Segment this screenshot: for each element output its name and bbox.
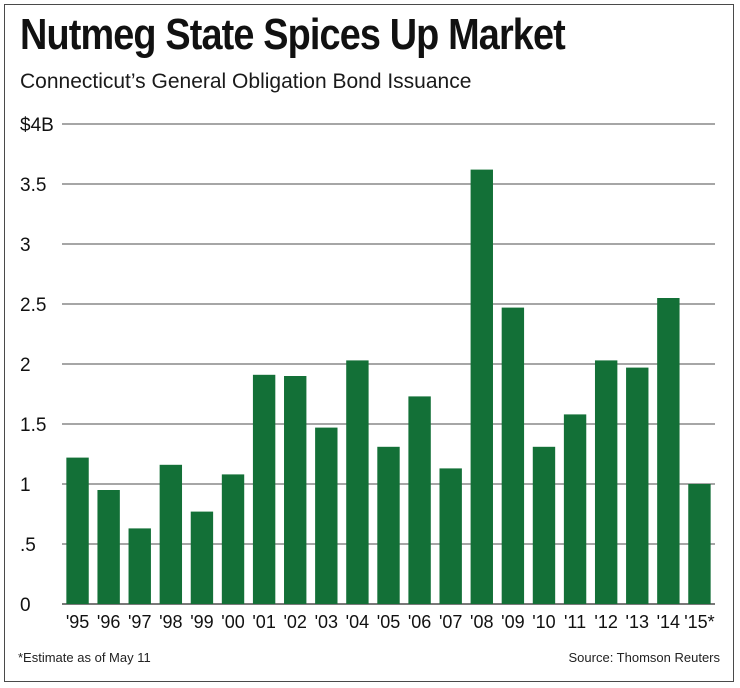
x-tick-label: '13 (626, 612, 649, 632)
y-tick-label: $4B (20, 115, 54, 136)
y-tick-label: 2.5 (20, 295, 46, 316)
y-tick-label: 1 (20, 475, 31, 496)
x-tick-label: '10 (532, 612, 555, 632)
x-tick-label: '09 (501, 612, 524, 632)
bar (190, 511, 214, 604)
x-tick-label: '03 (315, 612, 338, 632)
x-tick-label: '96 (97, 612, 120, 632)
x-tick-label: '08 (470, 612, 493, 632)
bar (408, 396, 431, 604)
footnote: *Estimate as of May 11 (18, 650, 151, 665)
bar (252, 374, 276, 604)
bar (128, 528, 151, 604)
bar (501, 307, 525, 604)
x-tick-label: '95 (66, 612, 89, 632)
x-tick-label: '15* (684, 612, 714, 632)
source-note: Source: Thomson Reuters (568, 650, 721, 665)
x-tick-label: '02 (283, 612, 306, 632)
chart-title: Nutmeg State Spices Up Market (20, 10, 566, 59)
bar (563, 414, 587, 604)
bar (97, 490, 120, 604)
y-axis-ticks: 0 .5 1 1.5 2 2.5 3 3.5 $4B (20, 115, 54, 616)
bar (657, 298, 680, 604)
bars (66, 169, 711, 604)
bar (626, 367, 649, 604)
x-tick-label: '04 (346, 612, 369, 632)
y-tick-label: 0 (20, 595, 31, 616)
x-tick-label: '97 (128, 612, 151, 632)
bar (346, 360, 369, 604)
bar (470, 169, 493, 604)
x-tick-label: '99 (190, 612, 213, 632)
bar (159, 464, 183, 604)
bar (377, 446, 400, 604)
x-tick-label: '14 (657, 612, 680, 632)
y-tick-label: 2 (20, 355, 31, 376)
y-tick-label: 3 (20, 235, 31, 256)
x-axis-ticks: '95 '96 '97 '98 '99 '00 '01 '02 '03 '04 '05 '06 '07 '… (66, 612, 715, 632)
bar (594, 360, 618, 604)
chart-frame (4, 4, 734, 682)
x-tick-label: '00 (221, 612, 244, 632)
y-tick-label: 3.5 (20, 175, 46, 196)
x-tick-label: '07 (439, 612, 462, 632)
x-tick-label: '11 (564, 612, 586, 632)
bar (439, 468, 462, 604)
y-tick-label: 1.5 (20, 415, 46, 436)
x-tick-label: '05 (377, 612, 400, 632)
bar (688, 484, 711, 604)
bar (66, 457, 89, 604)
bar (532, 446, 556, 604)
bar (284, 376, 307, 604)
bar (315, 427, 338, 604)
x-tick-label: '01 (252, 612, 275, 632)
x-tick-label: '98 (159, 612, 182, 632)
chart-subtitle: Connecticut’s General Obligation Bond Is… (20, 70, 472, 93)
x-tick-label: '12 (594, 612, 617, 632)
y-tick-label: .5 (20, 535, 36, 556)
x-tick-label: '06 (408, 612, 431, 632)
bar (221, 474, 245, 604)
